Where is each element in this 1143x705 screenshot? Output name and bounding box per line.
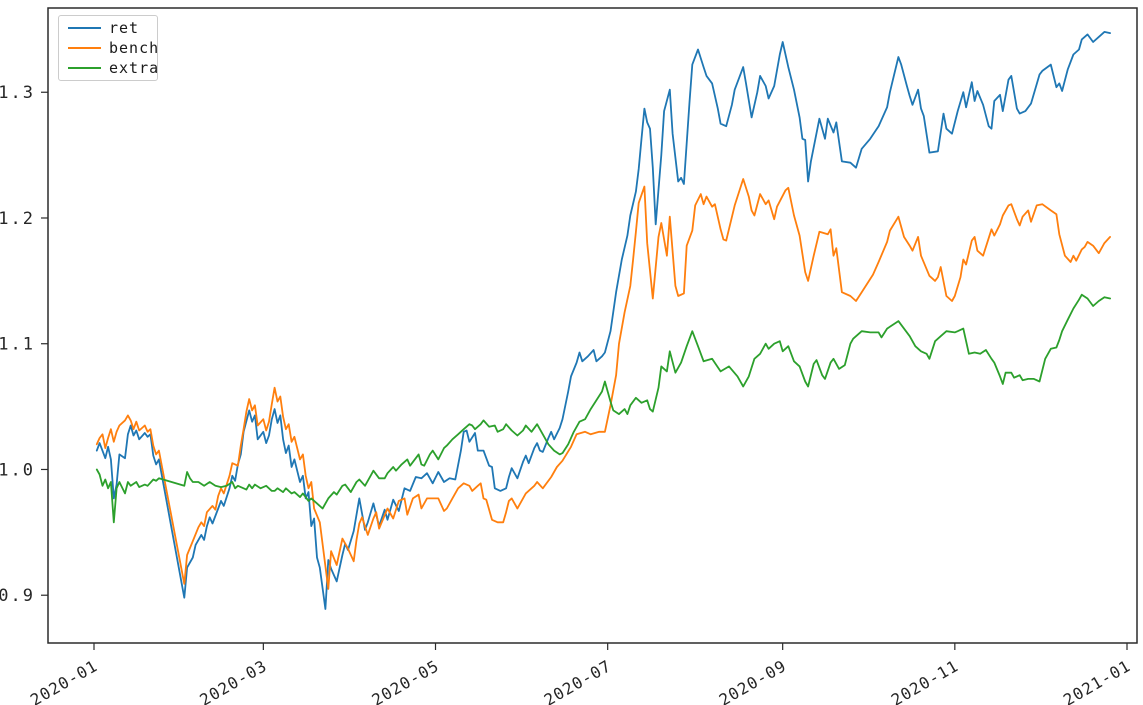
legend-entry-extra: extra	[59, 58, 160, 77]
ret-line-swatch	[68, 27, 101, 29]
ret-line	[95, 30, 1111, 610]
bench-line	[95, 178, 1111, 590]
legend-label-bench: bench	[109, 38, 160, 57]
y-axis-tick-label: 1.3	[0, 83, 35, 103]
y-axis-tick-label: 1.1	[0, 335, 35, 355]
legend-label-ret: ret	[109, 18, 140, 37]
y-axis-tick-label: 1.0	[0, 460, 35, 480]
extra-line-swatch	[68, 67, 101, 69]
chart-legend: ret bench extra	[58, 15, 158, 81]
y-axis-tick-label: 0.9	[0, 586, 35, 606]
y-axis-tick-label: 1.2	[0, 209, 35, 229]
legend-entry-ret: ret	[59, 18, 157, 37]
plot-border	[47, 7, 1138, 644]
extra-line	[95, 293, 1111, 524]
legend-label-extra: extra	[109, 58, 160, 77]
bench-line-swatch	[68, 47, 101, 49]
legend-entry-bench: bench	[59, 38, 160, 57]
